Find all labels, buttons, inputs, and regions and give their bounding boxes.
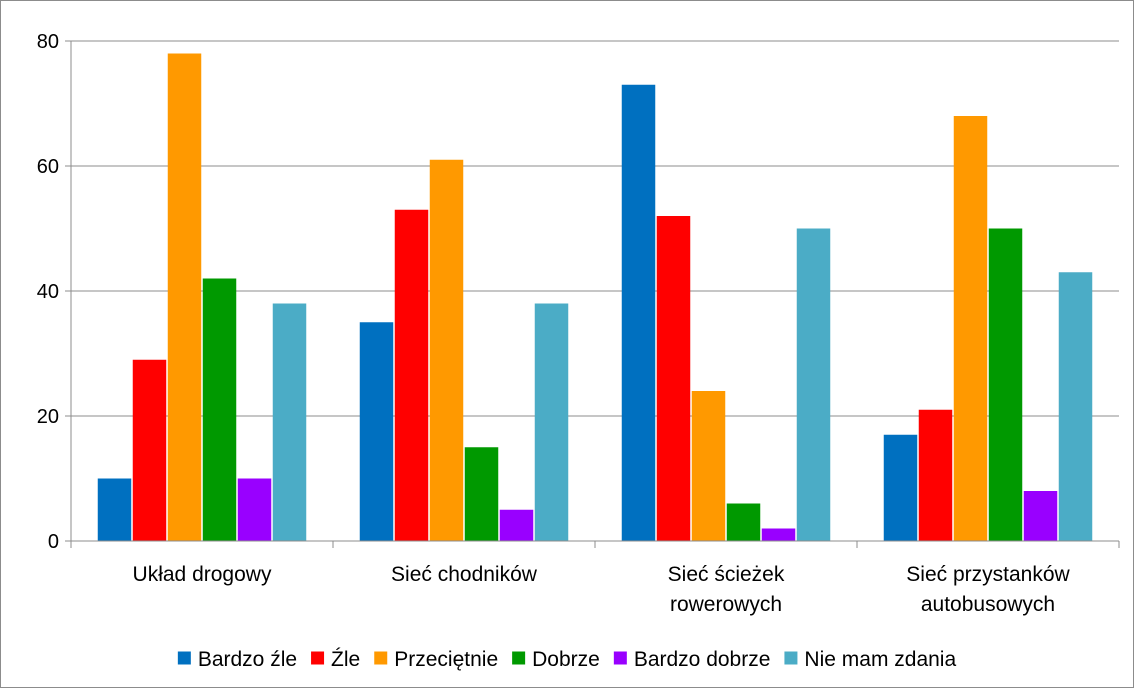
y-tick-label: 40 <box>37 281 59 303</box>
axes <box>65 40 1120 548</box>
bar <box>883 434 918 541</box>
y-axis-tick-labels: 0 20 40 60 80 <box>37 31 59 553</box>
x-axis-category-labels: Układ drogowy Sieć chodników Sieć ścieżek r… <box>133 563 1071 616</box>
x-category-label: Układ drogowy <box>133 563 272 586</box>
legend-label: Dobrze <box>532 648 600 671</box>
bar <box>988 228 1023 541</box>
legend: Bardzo źle Źle Przeciętnie Dobrze Bardzo dob… <box>177 648 956 671</box>
y-tick-label: 20 <box>37 406 59 428</box>
bar <box>132 359 167 541</box>
legend-swatch <box>374 651 388 665</box>
x-category-label: autobusowych <box>921 593 1055 616</box>
legend-swatch <box>311 651 325 665</box>
x-category-label: rowerowych <box>670 593 782 616</box>
bar <box>796 228 831 541</box>
bar <box>167 53 202 541</box>
bar <box>534 303 569 541</box>
bar <box>726 503 761 541</box>
bar <box>237 478 272 541</box>
legend-swatch <box>784 651 798 665</box>
bar <box>464 447 499 541</box>
bar <box>621 84 656 541</box>
legend-label: Bardzo dobrze <box>634 648 771 671</box>
y-tick-label: 80 <box>37 31 59 53</box>
legend-label: Nie mam zdania <box>804 648 956 671</box>
legend-swatch <box>512 651 526 665</box>
bar <box>429 159 464 541</box>
bar <box>656 216 691 541</box>
legend-swatch <box>613 651 627 665</box>
legend-swatch <box>177 651 191 665</box>
bar <box>359 322 394 541</box>
bar <box>953 116 988 541</box>
bar <box>97 478 132 541</box>
bar <box>761 528 796 541</box>
x-category-label: Sieć chodników <box>391 563 538 586</box>
bar <box>272 303 307 541</box>
bar <box>202 278 237 541</box>
y-tick-label: 0 <box>48 531 59 553</box>
legend-label: Przeciętnie <box>394 648 498 671</box>
x-category-label: Sieć ścieżek <box>668 563 785 586</box>
bar <box>1058 272 1093 541</box>
legend-label: Źle <box>331 648 360 671</box>
bar <box>394 209 429 541</box>
legend-label: Bardzo źle <box>198 648 297 671</box>
bars <box>97 53 1093 541</box>
bar <box>691 391 726 541</box>
y-tick-label: 60 <box>37 156 59 178</box>
bar <box>918 409 953 541</box>
bar <box>1023 491 1058 541</box>
bar <box>499 509 534 541</box>
x-category-label: Sieć przystanków <box>906 563 1070 586</box>
